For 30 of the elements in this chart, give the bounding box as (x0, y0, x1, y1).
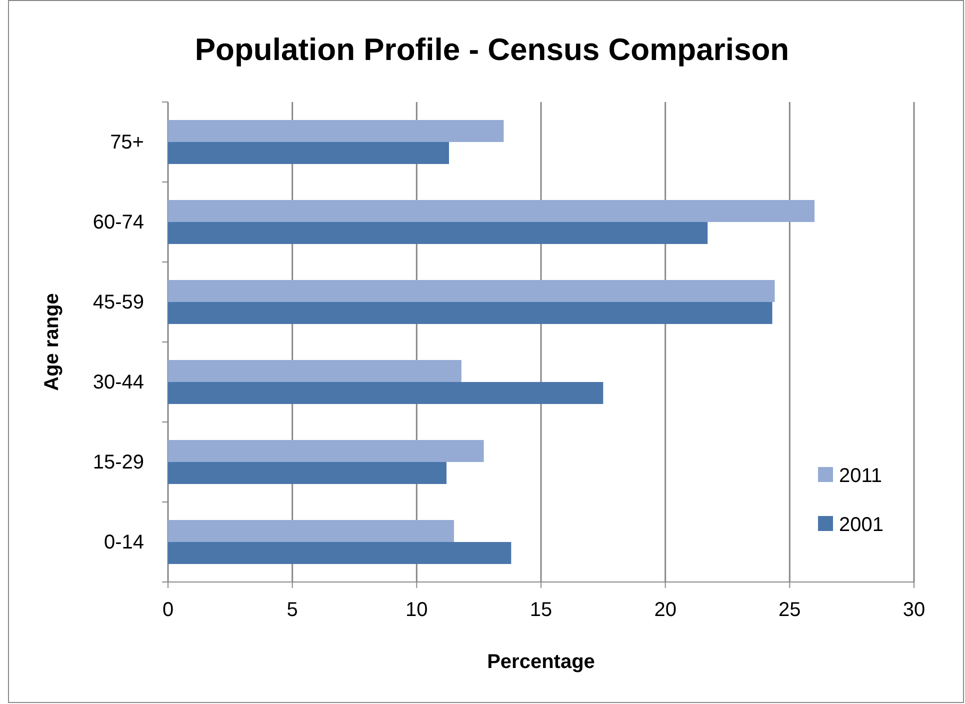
legend-label: 2001 (839, 514, 884, 536)
y-tick-label: 30-44 (92, 371, 144, 394)
x-tick-label: 30 (902, 599, 926, 622)
y-tick-label: 60-74 (92, 211, 144, 234)
x-tick-label: 25 (778, 599, 801, 622)
bar (168, 200, 815, 222)
y-tick-label: 15-29 (92, 451, 144, 474)
bar (168, 280, 775, 302)
x-tick-label: 15 (530, 599, 552, 622)
y-tick-label: 0-14 (104, 531, 144, 554)
y-tick-label: 75+ (110, 131, 144, 154)
y-axis-title: Age range (41, 293, 63, 391)
bar (168, 360, 462, 382)
bar (168, 382, 604, 404)
y-tick-label: 45-59 (92, 291, 144, 314)
bar (168, 542, 512, 564)
x-tick-label: 5 (286, 599, 298, 622)
x-tick-label: 10 (406, 599, 428, 622)
x-tick-label: 20 (654, 599, 676, 622)
legend-label: 2011 (839, 465, 882, 487)
bar (168, 462, 447, 484)
bar (168, 142, 449, 164)
bar (168, 222, 708, 244)
bar (168, 520, 454, 542)
x-tick-label: 0 (162, 599, 174, 622)
x-axis-title: Percentage (487, 651, 595, 673)
bar (168, 302, 772, 324)
bar (168, 120, 504, 142)
chart-title: Population Profile - Census Comparison (194, 32, 790, 67)
bar (168, 440, 484, 462)
